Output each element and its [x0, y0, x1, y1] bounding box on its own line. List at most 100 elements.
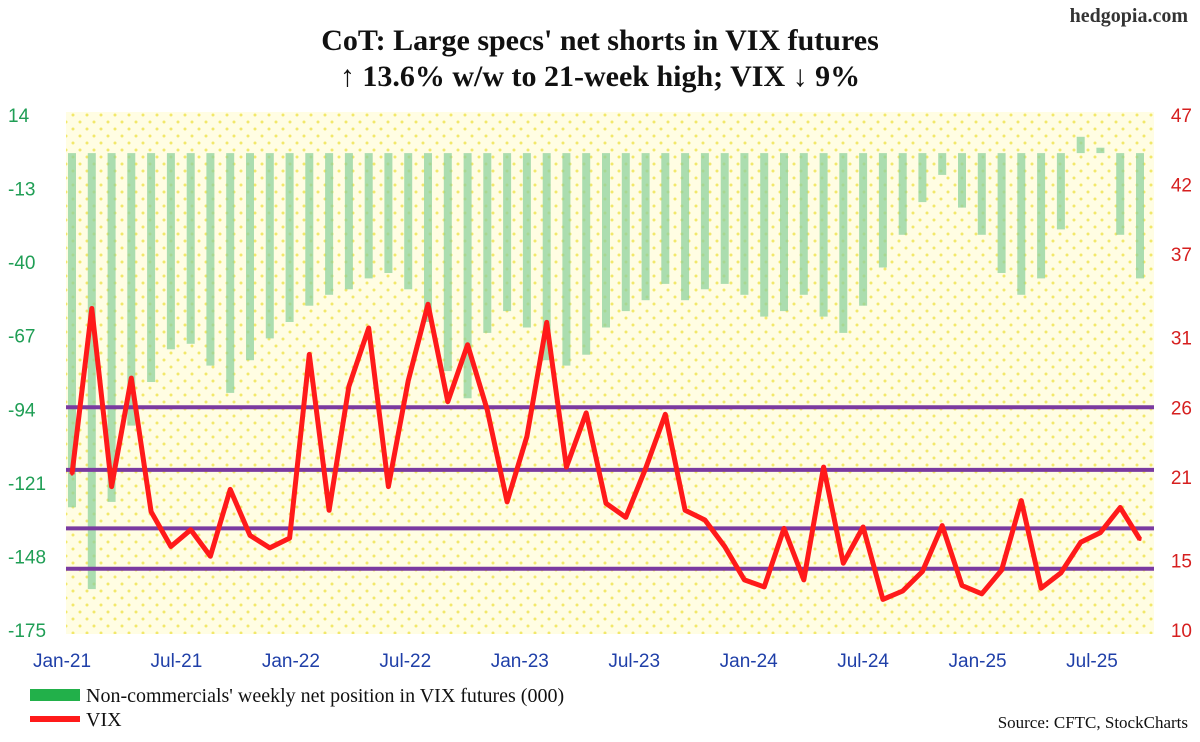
- vix-point: [189, 528, 193, 532]
- vix-point: [624, 515, 628, 519]
- net-position-bar: [1056, 153, 1065, 230]
- net-position-bar: [1037, 153, 1046, 279]
- vix-point: [960, 584, 964, 587]
- net-position-bar: [305, 153, 314, 306]
- vix-point: [149, 510, 153, 514]
- chart-subtitle: ↑ 13.6% w/w to 21-week high; VIX ↓ 9%: [340, 60, 860, 93]
- left-tick-label: -94: [8, 400, 36, 421]
- net-position-bar: [938, 153, 947, 175]
- vix-point: [307, 352, 311, 356]
- x-tick-label: Jan-23: [491, 651, 549, 672]
- vix-point: [940, 524, 944, 528]
- x-tick-label: Jul-23: [608, 651, 660, 672]
- vix-point: [762, 585, 766, 589]
- vix-point: [881, 597, 885, 601]
- x-tick-label: Jan-21: [33, 651, 91, 672]
- net-position-bar: [522, 153, 531, 328]
- net-position-bar: [384, 153, 393, 273]
- brand-label: hedgopia.com: [1070, 5, 1189, 27]
- left-tick-label: -67: [8, 327, 35, 348]
- net-position-bar: [127, 153, 136, 426]
- net-position-bar: [463, 153, 472, 399]
- net-position-bar: [681, 153, 690, 301]
- vix-point: [920, 570, 924, 573]
- vix-point: [169, 545, 173, 548]
- net-position-bar: [621, 153, 630, 312]
- vix-line-series: [69, 301, 1143, 602]
- vix-point: [288, 536, 292, 540]
- vix-point: [406, 379, 410, 383]
- net-position-bar: [977, 153, 986, 235]
- net-position-bar: [87, 153, 96, 590]
- net-position-bar: [602, 153, 610, 328]
- net-position-bar: [107, 153, 116, 502]
- net-position-bar: [166, 153, 175, 350]
- vix-point: [426, 302, 430, 306]
- vix-point: [822, 465, 826, 469]
- vix-point: [485, 408, 489, 412]
- net-position-bar: [1136, 153, 1144, 279]
- vix-point: [980, 592, 984, 596]
- vix-point: [1118, 506, 1122, 509]
- net-position-bar: [760, 153, 769, 317]
- net-position-bar: [859, 153, 868, 306]
- vix-point: [901, 589, 905, 593]
- legend-label-bars: Non-commercials' weekly net position in …: [86, 685, 564, 707]
- right-tick-label: 37: [1171, 245, 1192, 266]
- net-position-bar: [898, 153, 907, 235]
- x-tick-label: Jan-24: [720, 651, 779, 672]
- net-position-bar: [661, 153, 670, 284]
- net-position-bar: [700, 153, 709, 290]
- vix-point: [70, 472, 74, 476]
- net-position-bar: [799, 153, 808, 295]
- net-position-bar: [265, 153, 274, 339]
- net-position-bar: [325, 153, 334, 295]
- net-position-bar: [839, 153, 848, 333]
- vix-point: [90, 307, 94, 310]
- net-position-bar: [542, 153, 551, 361]
- net-position-bar: [364, 153, 373, 279]
- right-tick-label: 47: [1171, 106, 1192, 127]
- net-position-bar: [147, 153, 156, 382]
- x-tick-label: Jul-22: [379, 651, 431, 672]
- vix-point: [1000, 568, 1004, 572]
- vix-point: [505, 500, 509, 504]
- vix-point: [1079, 540, 1083, 544]
- left-tick-label: -40: [8, 253, 35, 274]
- vix-point: [782, 526, 786, 530]
- net-position-bar: [483, 153, 492, 333]
- net-position-bar: [740, 153, 749, 295]
- left-tick-label: -13: [8, 180, 35, 201]
- net-position-bar: [562, 153, 571, 366]
- vix-point: [208, 554, 212, 558]
- left-tick-label: -175: [8, 621, 46, 642]
- vix-point: [644, 467, 648, 470]
- vix-point: [1059, 571, 1063, 575]
- vix-point: [742, 578, 746, 582]
- legend-label-line: VIX: [86, 709, 122, 731]
- vix-point: [327, 508, 331, 512]
- vix-point: [1138, 538, 1142, 541]
- net-position-bar: [68, 153, 76, 508]
- net-position-bar: [443, 153, 452, 372]
- net-position-bar: [641, 153, 650, 301]
- chart-title: CoT: Large specs' net shorts in VIX futu…: [321, 24, 879, 57]
- vix-point: [584, 411, 588, 415]
- vix-point: [802, 578, 806, 582]
- vix-point: [347, 384, 351, 388]
- x-tick-label: Jul-24: [837, 651, 889, 672]
- vix-point: [861, 525, 865, 529]
- net-position-bar: [1017, 153, 1026, 295]
- net-position-bar: [424, 153, 432, 322]
- x-tick-label: Jul-25: [1066, 651, 1118, 672]
- vix-point: [466, 343, 470, 347]
- net-position-bar: [1096, 147, 1105, 154]
- left-tick-label: -148: [8, 547, 46, 568]
- net-position-bar: [226, 153, 235, 393]
- net-position-bar: [918, 153, 927, 203]
- right-tick-label: 31: [1171, 329, 1192, 350]
- net-position-bar: [582, 153, 591, 355]
- right-tick-label: 26: [1171, 398, 1192, 419]
- vix-point: [228, 487, 232, 491]
- vix-point: [1019, 499, 1023, 503]
